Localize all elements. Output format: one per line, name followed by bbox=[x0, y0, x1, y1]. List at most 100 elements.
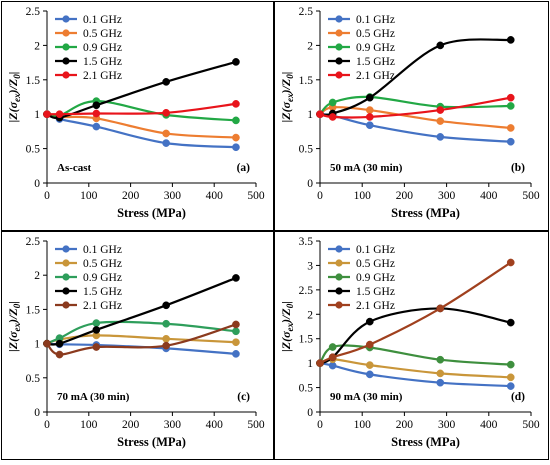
y-tick-label: 2.5 bbox=[299, 6, 314, 18]
y-label-part: | bbox=[279, 301, 293, 304]
legend-swatch-marker bbox=[62, 287, 70, 295]
x-tick-label: 0 bbox=[44, 419, 50, 431]
legend-swatch-marker bbox=[62, 57, 70, 65]
legend-entry: 2.1 GHz bbox=[356, 70, 395, 82]
data-point bbox=[506, 258, 515, 267]
legend-entry: 0.1 GHz bbox=[83, 244, 122, 256]
y-tick-label: 2.5 bbox=[26, 6, 41, 18]
legend-entry: 0.5 GHz bbox=[356, 258, 395, 270]
y-label-part: 0 bbox=[12, 74, 22, 79]
data-point bbox=[232, 320, 240, 329]
panel-annotation: 50 mA (30 min) bbox=[330, 162, 403, 174]
legend-swatch-marker bbox=[62, 43, 70, 51]
y-tick-label: 0 bbox=[307, 178, 313, 190]
legend-entry: 0.5 GHz bbox=[83, 258, 122, 270]
legend-entry: 0.9 GHz bbox=[83, 42, 122, 54]
chart-panel-a: 0 0.5 1 1.5 2 2.5 0 100 200 300 400 500 Stress (MPa)… bbox=[1, 1, 274, 231]
data-point bbox=[365, 121, 374, 130]
y-label-part: |Z( bbox=[6, 107, 20, 122]
legend-entry: 1.5 GHz bbox=[356, 56, 395, 68]
y-tick-label: 2 bbox=[307, 40, 313, 52]
y-tick-label: 0.5 bbox=[299, 383, 314, 395]
chart-svg-c: 0 0.5 1 1.5 2 2.5 0 100 200 300 400 500 Stress (MPa)… bbox=[1, 231, 274, 460]
chart-svg-d: 0 0.5 1 1.5 2 2.5 3 3.5 0 100 200 300 400 500 Stress (… bbox=[274, 231, 549, 460]
data-point bbox=[506, 137, 515, 146]
data-point bbox=[232, 350, 240, 358]
legend-entry: 0.9 GHz bbox=[356, 272, 395, 284]
x-tick-label: 100 bbox=[354, 190, 372, 202]
x-axis-label: Stress (MPa) bbox=[391, 435, 460, 449]
legend-swatch-marker bbox=[62, 301, 70, 309]
legend-swatch-marker bbox=[62, 245, 70, 253]
data-point bbox=[436, 369, 445, 378]
y-label-part: σ bbox=[279, 331, 293, 338]
y-label-part: σ bbox=[6, 331, 20, 338]
data-point bbox=[365, 113, 374, 121]
panel-annotation: As-cast bbox=[57, 162, 92, 174]
legend-swatch-marker bbox=[335, 287, 343, 295]
y-label-part: |Z( bbox=[6, 337, 20, 352]
y-axis-label: |Z(σex)/Z0| bbox=[6, 301, 22, 352]
x-tick-label: 500 bbox=[247, 419, 265, 431]
y-axis-label: |Z(σex)/Z0| bbox=[279, 301, 295, 352]
data-point bbox=[365, 317, 374, 326]
data-point bbox=[506, 102, 515, 110]
y-tick-label: 1 bbox=[307, 358, 313, 370]
data-point bbox=[316, 359, 324, 367]
data-point bbox=[55, 350, 64, 359]
data-point bbox=[436, 133, 445, 141]
y-tick-label: 0.5 bbox=[299, 144, 314, 156]
series-line-0_5-ghz bbox=[46, 334, 236, 345]
data-point bbox=[232, 327, 240, 336]
data-point bbox=[328, 113, 337, 121]
legend-swatch-marker bbox=[335, 259, 343, 267]
y-axis-label: |Z(σex)/Z0| bbox=[6, 72, 22, 123]
data-point bbox=[232, 338, 240, 347]
data-point bbox=[232, 143, 240, 152]
x-tick-label: 0 bbox=[317, 190, 323, 202]
y-tick-label: 0 bbox=[307, 407, 313, 419]
y-label-part: )/Z bbox=[279, 78, 293, 94]
panel-annotation: 90 mA (30 min) bbox=[330, 391, 403, 403]
panel-border bbox=[1, 1, 274, 231]
legend-entry: 1.5 GHz bbox=[83, 286, 122, 298]
data-point bbox=[92, 319, 101, 327]
data-point bbox=[162, 108, 170, 117]
data-point bbox=[55, 110, 64, 119]
data-point bbox=[55, 339, 64, 348]
data-point bbox=[43, 110, 51, 119]
y-label-part: 0 bbox=[12, 303, 22, 308]
data-point bbox=[506, 124, 515, 132]
x-tick-label: 500 bbox=[522, 190, 540, 202]
legend-swatch-marker bbox=[335, 301, 343, 309]
legend-swatch-marker bbox=[335, 245, 343, 253]
x-tick-label: 100 bbox=[80, 419, 98, 431]
panel-border bbox=[274, 231, 549, 460]
data-point bbox=[162, 78, 170, 86]
data-point bbox=[328, 98, 337, 107]
x-tick-label: 200 bbox=[122, 419, 140, 431]
data-point bbox=[92, 109, 101, 118]
data-point bbox=[436, 378, 445, 387]
y-tick-label: 2 bbox=[34, 40, 40, 52]
legend-swatch-marker bbox=[335, 57, 343, 65]
data-point bbox=[365, 340, 374, 349]
panel-annotation: 70 mA (30 min) bbox=[57, 391, 130, 403]
data-point bbox=[162, 319, 170, 328]
legend-entry: 1.5 GHz bbox=[83, 56, 122, 68]
data-point bbox=[365, 93, 374, 102]
y-tick-label: 2.5 bbox=[26, 236, 41, 248]
x-tick-label: 400 bbox=[206, 190, 224, 202]
series-line-0_1-ghz bbox=[319, 362, 511, 388]
data-point bbox=[232, 58, 240, 66]
y-tick-label: 2 bbox=[34, 270, 40, 282]
y-label-part: |Z( bbox=[279, 337, 293, 352]
y-label-part: )/Z bbox=[279, 308, 293, 324]
data-point bbox=[92, 343, 101, 351]
y-label-part: )/Z bbox=[6, 308, 20, 324]
legend-entry: 0.1 GHz bbox=[356, 244, 395, 256]
y-tick-label: 1 bbox=[307, 109, 313, 121]
y-label-part: ex bbox=[12, 322, 22, 331]
y-label-part: |Z( bbox=[279, 107, 293, 122]
panel-letter: (a) bbox=[237, 162, 251, 174]
